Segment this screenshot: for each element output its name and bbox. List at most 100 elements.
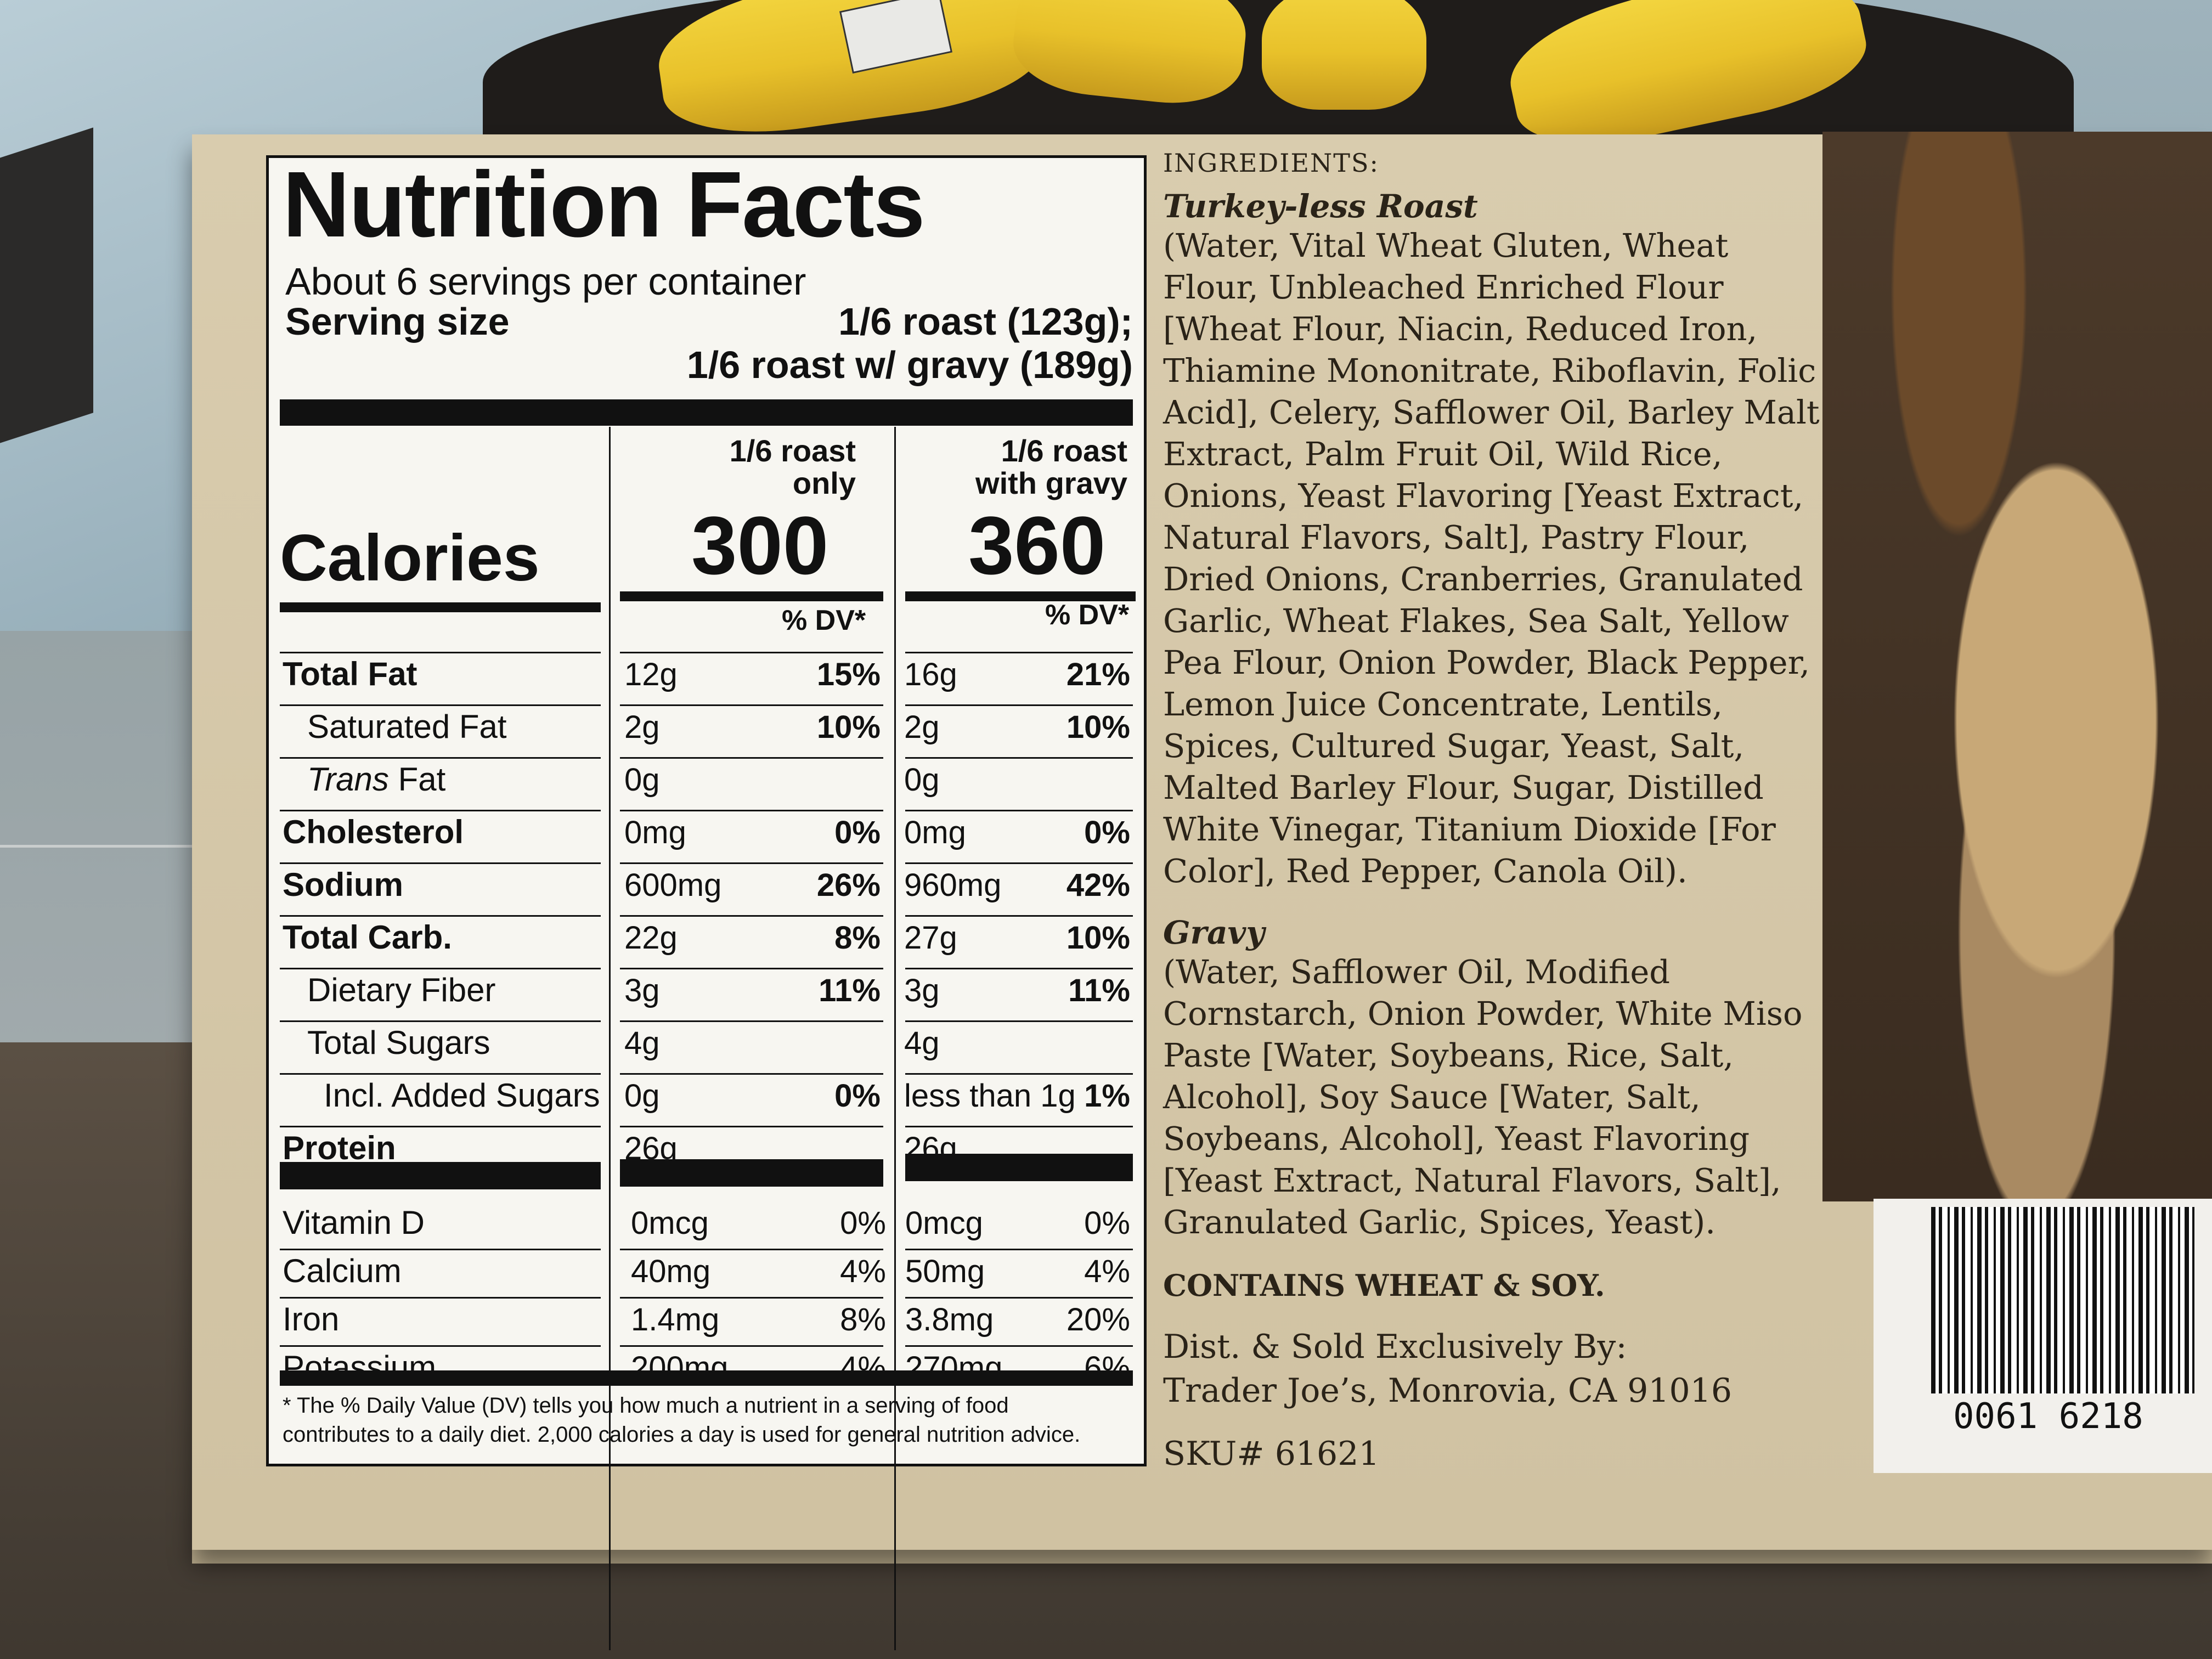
nutrition-title: Nutrition Facts bbox=[283, 153, 925, 257]
roast-dv: 26% bbox=[816, 867, 881, 903]
row-divider bbox=[620, 652, 883, 653]
thick-divider bbox=[620, 1159, 883, 1187]
row-divider bbox=[280, 862, 601, 864]
serving-size-label: Serving size bbox=[285, 300, 510, 343]
nutrient-label: Total Sugars bbox=[307, 1024, 490, 1061]
distributor-line2: Trader Joe’s, Monrovia, CA 91016 bbox=[1163, 1372, 1733, 1410]
banana bbox=[1262, 0, 1426, 110]
serving-size-roast-gravy: 1/6 roast w/ gravy (189g) bbox=[686, 343, 1133, 386]
product-photo bbox=[1822, 132, 2212, 1201]
roast-amount: 600mg bbox=[624, 867, 722, 903]
column-divider bbox=[609, 427, 611, 1650]
column-divider bbox=[894, 427, 896, 1650]
dv-header: % DV* bbox=[782, 605, 866, 636]
calories-underline bbox=[280, 602, 601, 612]
ingredients-panel: INGREDIENTS: Turkey-less Roast (Water, V… bbox=[1163, 148, 1821, 1473]
roast-dv: 0% bbox=[840, 1205, 886, 1241]
gravy-dv: 10% bbox=[1066, 709, 1130, 745]
row-divider bbox=[905, 1249, 1133, 1250]
roast-ingredients: (Water, Vital Wheat Gluten, Wheat Flour,… bbox=[1163, 227, 1820, 890]
row-divider bbox=[905, 1297, 1133, 1299]
nutrition-facts-panel: Nutrition Facts About 6 servings per con… bbox=[266, 153, 1147, 1650]
gravy-amount: 960mg bbox=[904, 867, 1002, 903]
row-divider bbox=[620, 1126, 883, 1127]
dark-object bbox=[0, 127, 93, 443]
nutrient-label: Incl. Added Sugars bbox=[324, 1077, 600, 1114]
row-divider bbox=[620, 757, 883, 759]
gravy-amount: 0mg bbox=[904, 815, 966, 850]
gravy-dv: 0% bbox=[1084, 1205, 1130, 1241]
serving-size-roast: 1/6 roast (123g); bbox=[838, 300, 1133, 343]
distributor: Dist. & Sold Exclusively By: Trader Joe’… bbox=[1163, 1325, 1821, 1413]
row-divider bbox=[280, 968, 601, 969]
calories-underline bbox=[620, 591, 883, 601]
roast-amount: 0mcg bbox=[631, 1205, 709, 1241]
gravy-amount: less than 1g bbox=[904, 1078, 1076, 1114]
roast-dv: 11% bbox=[819, 973, 881, 1008]
row-divider bbox=[280, 1073, 601, 1075]
column-head-roast-line1: 1/6 roast bbox=[729, 433, 856, 468]
roast-amount: 3g bbox=[624, 973, 660, 1008]
roast-amount: 2g bbox=[624, 709, 660, 745]
column-head-gravy-line2: with gravy bbox=[975, 465, 1127, 500]
row-divider bbox=[905, 652, 1133, 653]
barcode-number: 0061 6218 bbox=[1953, 1396, 2143, 1437]
gravy-dv: 0% bbox=[1084, 815, 1130, 850]
gravy-amount: 3g bbox=[904, 973, 940, 1008]
row-divider bbox=[620, 915, 883, 917]
row-divider bbox=[620, 1345, 883, 1347]
row-divider bbox=[620, 862, 883, 864]
row-divider bbox=[905, 1020, 1133, 1022]
roast-dv: 8% bbox=[834, 920, 881, 956]
row-divider bbox=[280, 1345, 601, 1347]
gravy-amount: 3.8mg bbox=[905, 1302, 994, 1338]
row-divider bbox=[905, 1073, 1133, 1075]
vitamin-label: Iron bbox=[283, 1301, 340, 1338]
roast-amount: 1.4mg bbox=[631, 1302, 720, 1338]
footnote: * The % Daily Value (DV) tells you how m… bbox=[283, 1391, 1138, 1449]
row-divider bbox=[620, 968, 883, 969]
gravy-amount: 4g bbox=[904, 1025, 940, 1061]
nutrient-label: Cholesterol bbox=[283, 814, 464, 850]
nutrient-label: Saturated Fat bbox=[307, 708, 507, 745]
roast-amount: 4g bbox=[624, 1025, 660, 1061]
calories-roast: 300 bbox=[691, 499, 829, 591]
gravy-ingredients: (Water, Safflower Oil, Modified Cornstar… bbox=[1163, 953, 1803, 1241]
row-divider bbox=[280, 1126, 601, 1127]
roast-amount: 0g bbox=[624, 762, 660, 798]
row-divider bbox=[620, 1073, 883, 1075]
gravy-amount: 0g bbox=[904, 762, 940, 798]
row-divider bbox=[280, 704, 601, 706]
nutrient-label: Total Fat bbox=[283, 656, 417, 692]
row-divider bbox=[905, 757, 1133, 759]
row-divider bbox=[620, 704, 883, 706]
vitamin-label: Vitamin D bbox=[283, 1204, 425, 1241]
gravy-dv: 21% bbox=[1066, 657, 1130, 692]
gravy-dv: 20% bbox=[1066, 1302, 1130, 1338]
row-divider bbox=[280, 757, 601, 759]
gravy-dv: 4% bbox=[1084, 1254, 1130, 1289]
nutrient-label: Protein bbox=[283, 1130, 396, 1166]
servings-per-container: About 6 servings per container bbox=[285, 260, 806, 303]
roast-amount: 40mg bbox=[631, 1254, 711, 1289]
row-divider bbox=[280, 1020, 601, 1022]
calories-gravy: 360 bbox=[968, 499, 1106, 591]
thick-divider bbox=[280, 1370, 1133, 1386]
vitamin-label: Calcium bbox=[283, 1252, 402, 1289]
roast-dv: 15% bbox=[816, 657, 881, 692]
gravy-dv: 1% bbox=[1084, 1078, 1130, 1114]
roast-amount: 0mg bbox=[624, 815, 686, 850]
row-divider bbox=[905, 1126, 1133, 1127]
row-divider bbox=[280, 1297, 601, 1299]
gravy-title: Gravy bbox=[1163, 914, 1265, 951]
row-divider bbox=[905, 915, 1133, 917]
calories-label: Calories bbox=[280, 521, 540, 595]
footnote-line2: contributes to a daily diet. 2,000 calor… bbox=[283, 1422, 1081, 1447]
row-divider bbox=[620, 810, 883, 811]
row-divider bbox=[905, 704, 1133, 706]
gravy-dv: 11% bbox=[1068, 973, 1130, 1008]
allergen-statement: CONTAINS WHEAT & SOY. bbox=[1163, 1268, 1605, 1303]
column-head-gravy: 1/6 roast with gravy bbox=[905, 435, 1127, 500]
distributor-line1: Dist. & Sold Exclusively By: bbox=[1163, 1328, 1627, 1366]
roast-dv: 0% bbox=[834, 1078, 881, 1114]
